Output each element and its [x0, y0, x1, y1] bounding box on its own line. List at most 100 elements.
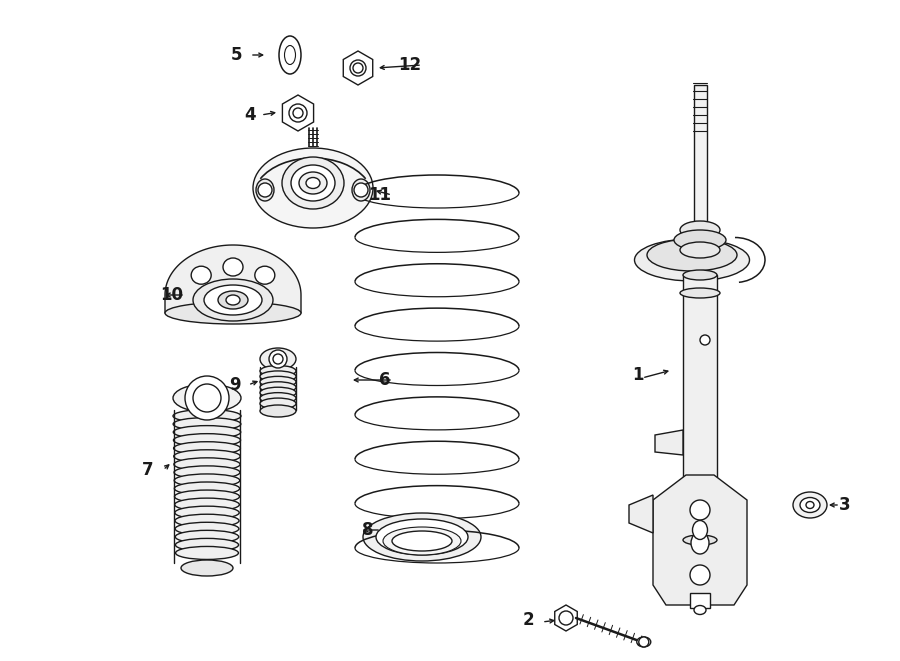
- Ellipse shape: [173, 410, 241, 422]
- Ellipse shape: [793, 492, 827, 518]
- Circle shape: [193, 384, 221, 412]
- Ellipse shape: [260, 393, 296, 404]
- Ellipse shape: [173, 384, 241, 412]
- Ellipse shape: [683, 270, 717, 280]
- Text: 2: 2: [522, 611, 534, 629]
- Ellipse shape: [806, 502, 814, 508]
- Ellipse shape: [260, 387, 296, 398]
- Ellipse shape: [260, 376, 296, 387]
- Circle shape: [700, 335, 710, 345]
- Ellipse shape: [691, 532, 709, 554]
- Ellipse shape: [174, 426, 240, 439]
- Ellipse shape: [680, 221, 720, 239]
- Ellipse shape: [218, 291, 248, 309]
- Circle shape: [350, 60, 366, 76]
- Polygon shape: [283, 95, 313, 131]
- Ellipse shape: [683, 535, 717, 545]
- Ellipse shape: [376, 519, 468, 555]
- Ellipse shape: [175, 506, 239, 519]
- Text: 4: 4: [244, 106, 256, 124]
- Text: 6: 6: [379, 371, 391, 389]
- Circle shape: [289, 104, 307, 122]
- Text: 8: 8: [362, 521, 374, 539]
- Ellipse shape: [223, 258, 243, 276]
- Ellipse shape: [253, 148, 373, 228]
- Ellipse shape: [284, 114, 312, 124]
- Ellipse shape: [191, 266, 211, 284]
- Text: 10: 10: [160, 286, 184, 304]
- Ellipse shape: [306, 178, 320, 188]
- Ellipse shape: [284, 46, 295, 65]
- Ellipse shape: [345, 68, 371, 78]
- Polygon shape: [655, 430, 683, 455]
- Bar: [683, 275, 717, 540]
- Ellipse shape: [181, 560, 233, 576]
- Text: 5: 5: [231, 46, 243, 64]
- Circle shape: [293, 108, 303, 118]
- Ellipse shape: [175, 474, 239, 487]
- Ellipse shape: [173, 418, 241, 430]
- Ellipse shape: [692, 520, 707, 539]
- Text: 7: 7: [142, 461, 154, 479]
- Ellipse shape: [291, 165, 335, 201]
- Text: 3: 3: [839, 496, 850, 514]
- Ellipse shape: [647, 239, 737, 271]
- Ellipse shape: [392, 531, 452, 551]
- Bar: [690, 593, 710, 608]
- Polygon shape: [629, 495, 653, 533]
- Ellipse shape: [260, 398, 296, 409]
- Circle shape: [269, 350, 287, 368]
- Ellipse shape: [176, 530, 238, 543]
- Text: 11: 11: [368, 186, 392, 204]
- Ellipse shape: [260, 382, 296, 393]
- Polygon shape: [343, 51, 373, 85]
- Ellipse shape: [279, 36, 301, 74]
- Ellipse shape: [260, 348, 296, 370]
- Ellipse shape: [260, 366, 296, 377]
- Ellipse shape: [176, 522, 238, 535]
- Ellipse shape: [255, 266, 274, 284]
- Bar: [694, 85, 707, 230]
- Polygon shape: [165, 245, 301, 313]
- Ellipse shape: [260, 371, 296, 382]
- Circle shape: [273, 354, 283, 364]
- Ellipse shape: [175, 514, 239, 527]
- Circle shape: [690, 500, 710, 520]
- Ellipse shape: [165, 302, 301, 324]
- Ellipse shape: [175, 498, 239, 511]
- Polygon shape: [653, 475, 747, 605]
- Ellipse shape: [352, 179, 370, 201]
- Circle shape: [353, 63, 363, 73]
- Ellipse shape: [260, 405, 296, 417]
- Ellipse shape: [175, 490, 239, 503]
- Ellipse shape: [176, 539, 238, 551]
- Ellipse shape: [680, 242, 720, 258]
- Text: 9: 9: [230, 376, 241, 394]
- Ellipse shape: [193, 279, 273, 321]
- Circle shape: [639, 637, 649, 647]
- Circle shape: [354, 183, 368, 197]
- Ellipse shape: [694, 605, 706, 615]
- Ellipse shape: [256, 179, 274, 201]
- Circle shape: [258, 183, 272, 197]
- Ellipse shape: [383, 527, 461, 555]
- Ellipse shape: [174, 434, 240, 447]
- Circle shape: [185, 376, 229, 420]
- Ellipse shape: [226, 295, 240, 305]
- Ellipse shape: [680, 288, 720, 298]
- Ellipse shape: [204, 285, 262, 315]
- Circle shape: [559, 611, 573, 625]
- Ellipse shape: [637, 637, 651, 647]
- Ellipse shape: [634, 239, 750, 281]
- Ellipse shape: [174, 458, 240, 471]
- Circle shape: [690, 565, 710, 585]
- Text: 1: 1: [632, 366, 644, 384]
- Ellipse shape: [174, 442, 240, 455]
- Ellipse shape: [674, 230, 726, 250]
- Ellipse shape: [174, 466, 240, 479]
- Ellipse shape: [175, 482, 239, 495]
- Ellipse shape: [363, 513, 481, 561]
- Ellipse shape: [800, 498, 820, 512]
- Polygon shape: [554, 605, 577, 631]
- Ellipse shape: [174, 449, 240, 463]
